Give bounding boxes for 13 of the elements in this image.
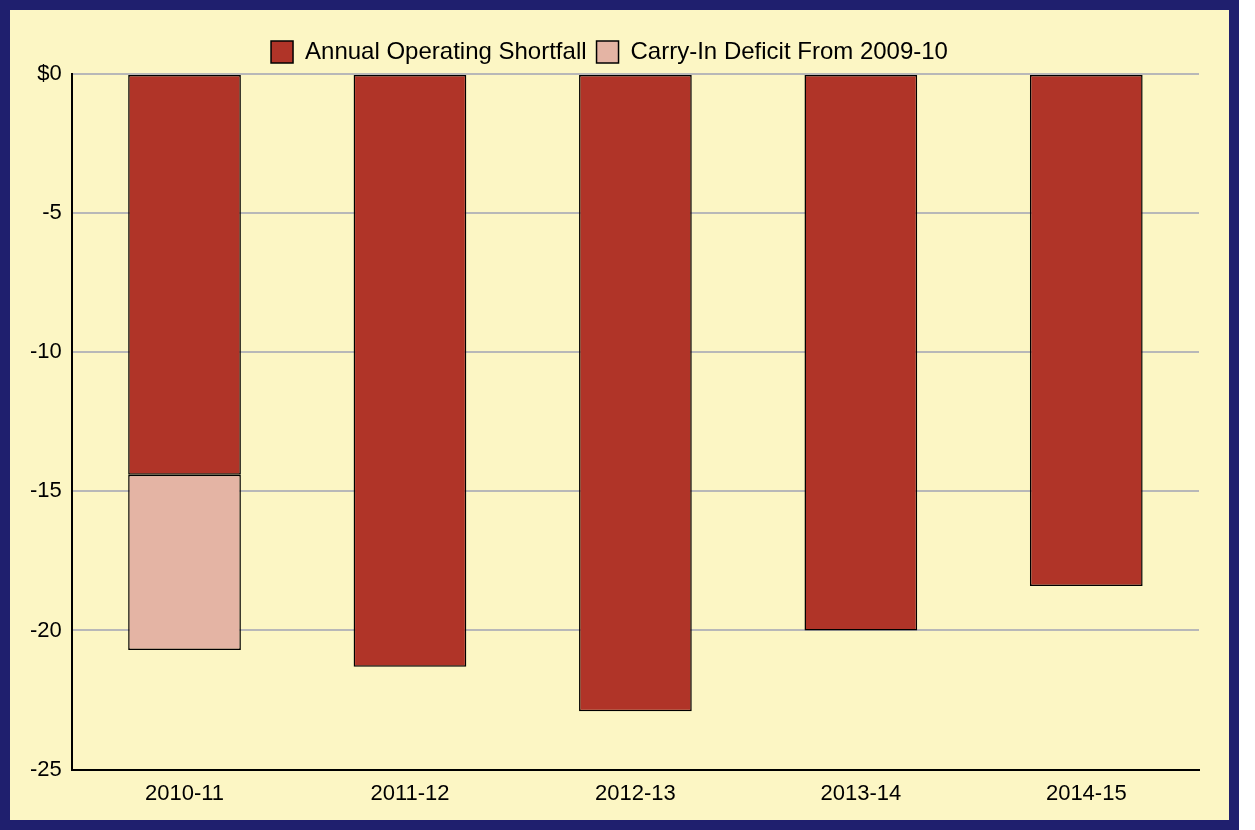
y-tick-label: -5 xyxy=(42,199,62,225)
x-tick-label: 2013-14 xyxy=(820,779,902,805)
x-tick-label: 2012-13 xyxy=(595,779,676,805)
y-tick-label: -10 xyxy=(30,338,62,364)
legend-label: Carry-In Deficit From 2009-10 xyxy=(630,36,948,64)
y-tick-label: -25 xyxy=(30,755,62,781)
x-tick-label: 2010-11 xyxy=(144,779,225,805)
legend-label: Annual Operating Shortfall xyxy=(305,36,587,64)
x-tick-label: 2011-12 xyxy=(370,779,450,805)
x-tick-label: 2014-15 xyxy=(1045,779,1127,805)
y-tick-label: -20 xyxy=(30,616,62,642)
y-tick-label: $0 xyxy=(37,60,62,86)
y-tick-label: -15 xyxy=(30,477,62,503)
